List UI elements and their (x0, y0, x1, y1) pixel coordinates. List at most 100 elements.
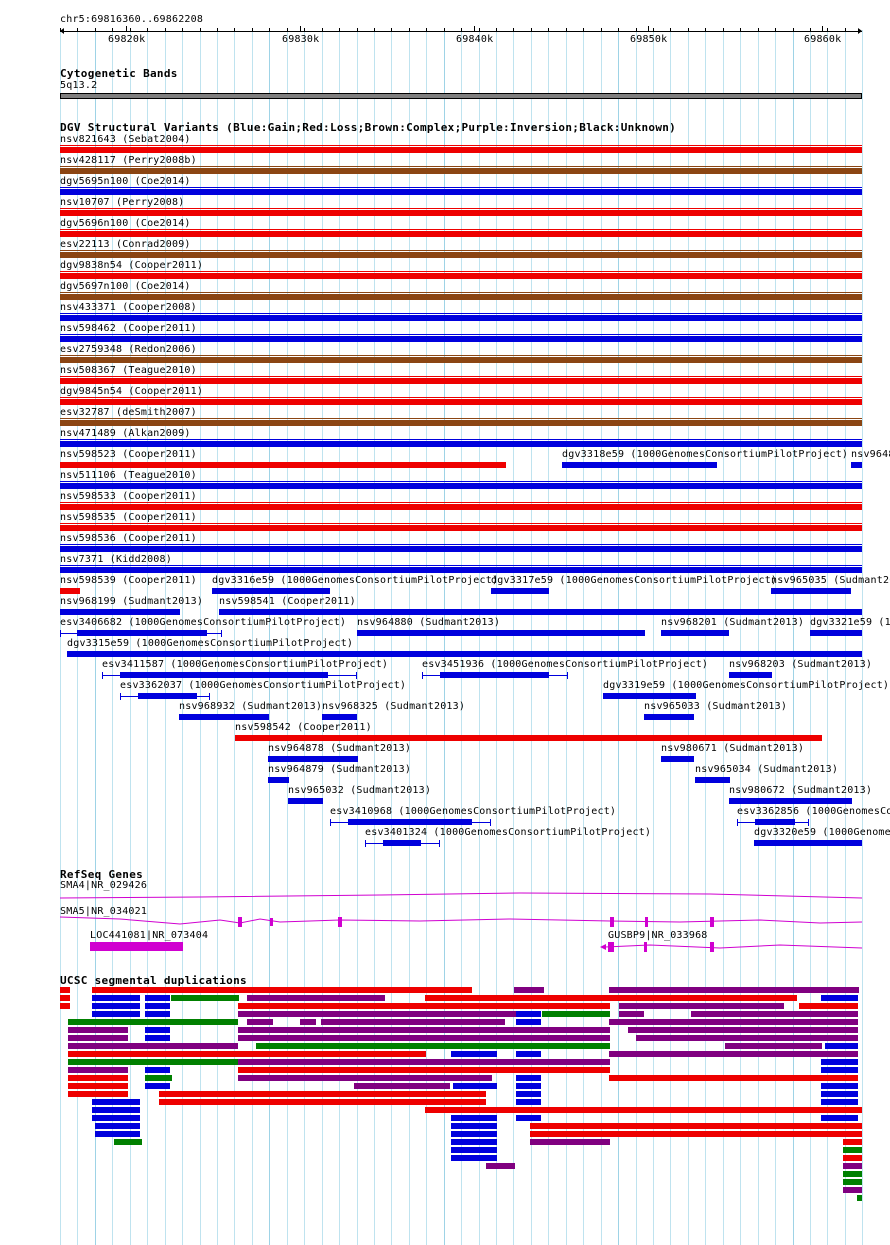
segdup-feature-bar[interactable] (92, 987, 472, 993)
segdup-feature-bar[interactable] (516, 1091, 541, 1097)
dgv-feature-bar[interactable] (729, 798, 852, 804)
segdup-feature-bar[interactable] (145, 1035, 170, 1041)
segdup-feature-bar[interactable] (159, 1091, 486, 1097)
segdup-feature-bar[interactable] (843, 1147, 862, 1153)
segdup-feature-bar[interactable] (92, 995, 140, 1001)
dgv-feature-bar[interactable] (219, 609, 862, 615)
dgv-feature-bar[interactable] (60, 462, 506, 468)
segdup-feature-bar[interactable] (516, 1099, 541, 1105)
dgv-feature-bar[interactable] (357, 630, 645, 636)
dgv-feature-bar[interactable] (67, 651, 862, 657)
dgv-feature-bar[interactable] (60, 231, 862, 237)
segdup-feature-bar[interactable] (516, 1019, 541, 1025)
dgv-feature-bar[interactable] (268, 777, 289, 783)
segdup-feature-bar[interactable] (68, 1075, 128, 1081)
segdup-feature-bar[interactable] (609, 1051, 858, 1057)
segdup-feature-bar[interactable] (609, 987, 859, 993)
segdup-feature-bar[interactable] (821, 1067, 858, 1073)
segdup-feature-bar[interactable] (238, 1067, 610, 1073)
segdup-feature-bar[interactable] (68, 1019, 238, 1025)
dgv-feature-bar[interactable] (60, 189, 862, 195)
segdup-feature-bar[interactable] (247, 995, 385, 1001)
dgv-feature-bar[interactable] (60, 252, 862, 258)
segdup-feature-bar[interactable] (145, 1003, 170, 1009)
segdup-feature-bar[interactable] (530, 1131, 862, 1137)
segdup-feature-bar[interactable] (542, 1011, 610, 1017)
gene-model-loc441081[interactable] (90, 942, 183, 951)
segdup-feature-bar[interactable] (68, 1067, 128, 1073)
gene-model-sma5[interactable] (60, 914, 862, 930)
segdup-feature-bar[interactable] (628, 1027, 858, 1033)
dgv-feature-bar[interactable] (212, 588, 330, 594)
dgv-feature-bar[interactable] (562, 462, 717, 468)
dgv-feature-bar[interactable] (60, 210, 862, 216)
segdup-feature-bar[interactable] (68, 1051, 426, 1057)
segdup-feature-bar[interactable] (68, 1091, 128, 1097)
segdup-feature-bar[interactable] (92, 1115, 140, 1121)
dgv-feature-bar[interactable] (60, 315, 862, 321)
dgv-feature-bar[interactable] (77, 630, 207, 636)
segdup-feature-bar[interactable] (514, 987, 544, 993)
segdup-feature-bar[interactable] (516, 1051, 541, 1057)
segdup-feature-bar[interactable] (321, 1019, 505, 1025)
segdup-feature-bar[interactable] (451, 1155, 497, 1161)
segdup-feature-bar[interactable] (821, 1091, 858, 1097)
dgv-feature-bar[interactable] (179, 714, 269, 720)
dgv-feature-bar[interactable] (755, 819, 795, 825)
dgv-feature-bar[interactable] (661, 756, 694, 762)
segdup-feature-bar[interactable] (425, 1107, 862, 1113)
segdup-feature-bar[interactable] (451, 1123, 497, 1129)
dgv-feature-bar[interactable] (810, 630, 862, 636)
refseq-track-title[interactable]: RefSeq Genes (60, 868, 144, 881)
segdup-feature-bar[interactable] (843, 1171, 862, 1177)
segdup-feature-bar[interactable] (300, 1019, 316, 1025)
segdup-feature-bar[interactable] (609, 1075, 858, 1081)
segdup-feature-bar[interactable] (238, 1003, 610, 1009)
segdup-feature-bar[interactable] (95, 1131, 140, 1137)
dgv-feature-bar[interactable] (60, 441, 862, 447)
segdup-feature-bar[interactable] (451, 1147, 497, 1153)
segdup-feature-bar[interactable] (530, 1139, 610, 1145)
dgv-feature-bar[interactable] (644, 714, 694, 720)
segdup-feature-bar[interactable] (451, 1115, 497, 1121)
dgv-feature-bar[interactable] (60, 147, 862, 153)
segdup-feature-bar[interactable] (799, 1003, 858, 1009)
dgv-feature-bar[interactable] (268, 756, 358, 762)
segdup-feature-bar[interactable] (486, 1163, 515, 1169)
segdup-feature-bar[interactable] (145, 995, 170, 1001)
dgv-feature-bar[interactable] (60, 168, 862, 174)
dgv-feature-bar[interactable] (60, 588, 80, 594)
segdup-feature-bar[interactable] (843, 1187, 862, 1193)
segdup-feature-bar[interactable] (530, 1123, 862, 1129)
segdup-feature-bar[interactable] (843, 1163, 862, 1169)
dgv-feature-bar[interactable] (851, 462, 862, 468)
gene-model-gusbp9[interactable] (600, 940, 862, 954)
segdup-feature-bar[interactable] (636, 1035, 858, 1041)
dgv-feature-bar[interactable] (235, 735, 822, 741)
segdup-feature-bar[interactable] (247, 1019, 273, 1025)
segdup-feature-bar[interactable] (68, 1027, 128, 1033)
segdup-feature-bar[interactable] (95, 1123, 140, 1129)
segdup-feature-bar[interactable] (354, 1083, 450, 1089)
dgv-feature-bar[interactable] (60, 399, 862, 405)
segdup-feature-bar[interactable] (451, 1051, 497, 1057)
segdup-feature-bar[interactable] (821, 1059, 858, 1065)
dgv-feature-bar[interactable] (491, 588, 549, 594)
segdup-feature-bar[interactable] (92, 1099, 140, 1105)
dgv-feature-bar[interactable] (60, 609, 180, 615)
segdup-feature-bar[interactable] (68, 1083, 128, 1089)
segdup-feature-bar[interactable] (171, 995, 239, 1001)
dgv-feature-bar[interactable] (771, 588, 851, 594)
dgv-feature-bar[interactable] (60, 273, 862, 279)
dgv-feature-bar[interactable] (729, 672, 772, 678)
segdup-feature-bar[interactable] (609, 1019, 858, 1025)
segdup-feature-bar[interactable] (843, 1155, 862, 1161)
dgv-track-title[interactable]: DGV Structural Variants (Blue:Gain;Red:L… (60, 121, 677, 134)
dgv-feature-bar[interactable] (440, 672, 549, 678)
dgv-feature-bar[interactable] (60, 483, 862, 489)
segdup-feature-bar[interactable] (256, 1043, 610, 1049)
segdup-feature-bar[interactable] (60, 995, 70, 1001)
segdup-feature-bar[interactable] (68, 1035, 128, 1041)
segdup-feature-bar[interactable] (159, 1099, 486, 1105)
segdup-feature-bar[interactable] (453, 1083, 497, 1089)
